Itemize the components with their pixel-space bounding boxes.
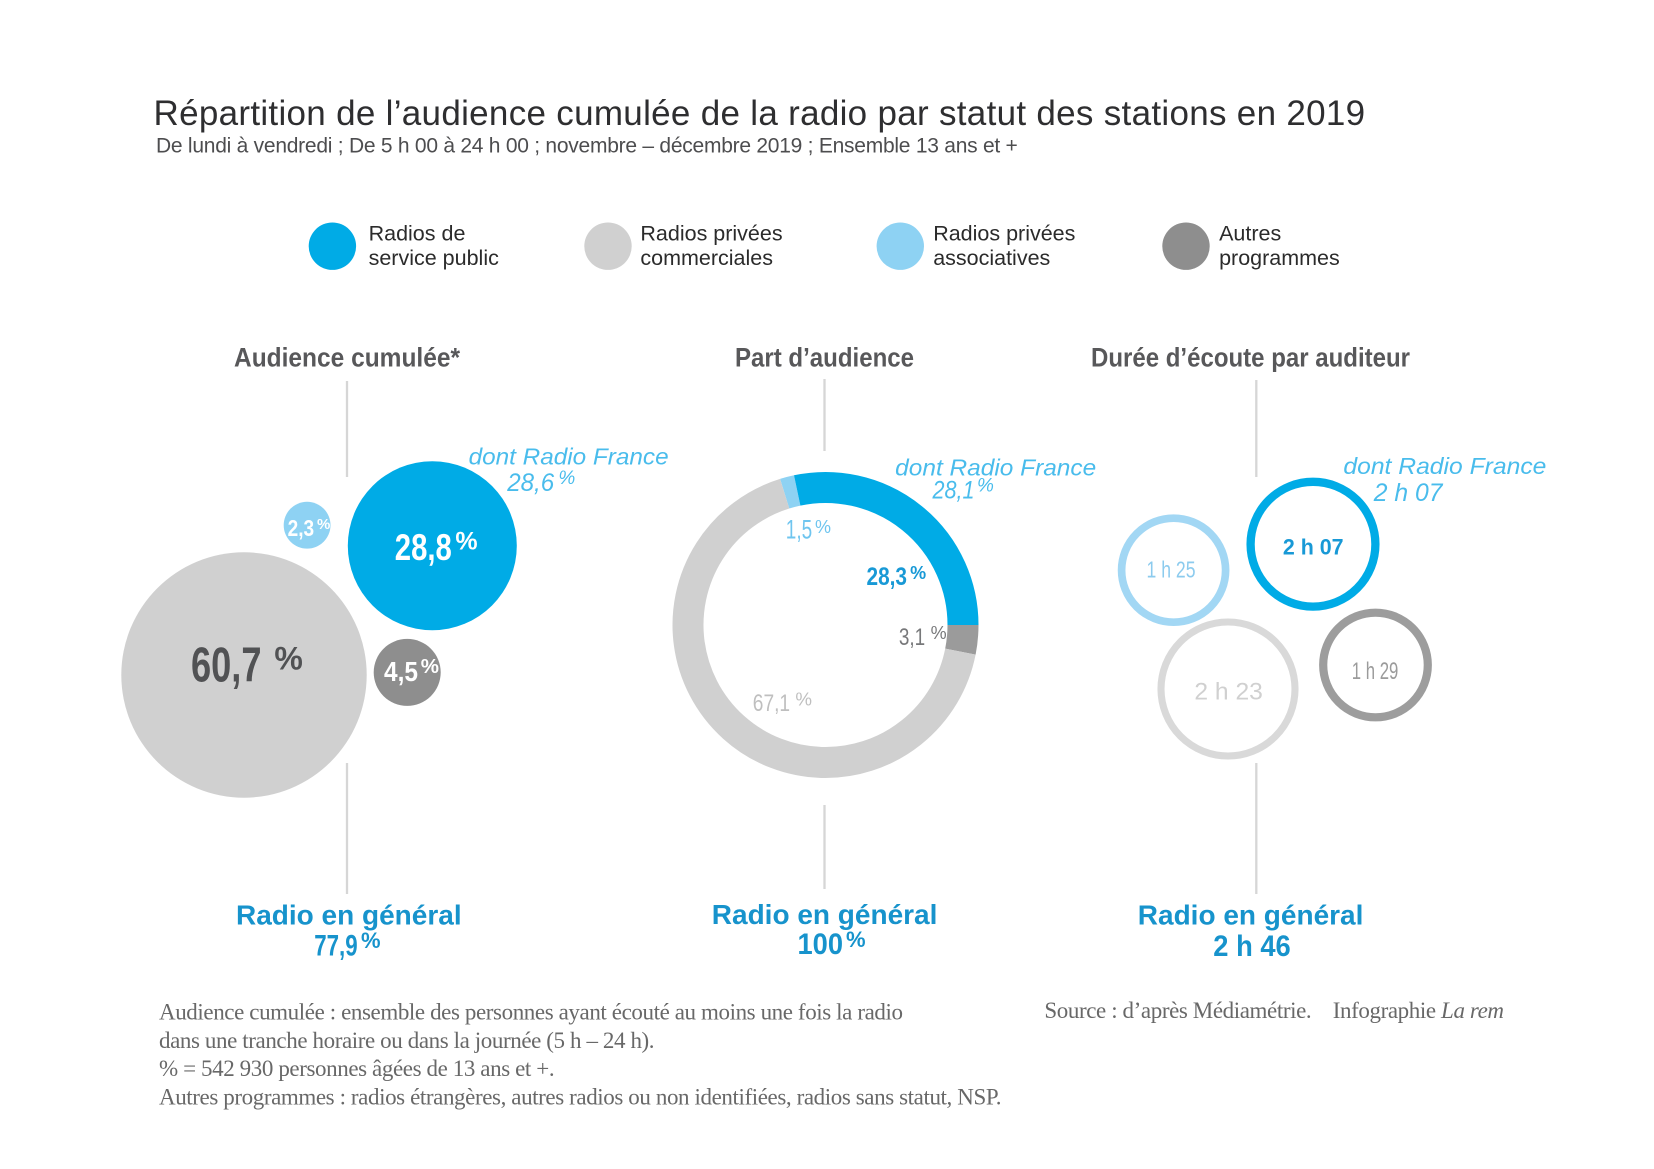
svg-text:Radio en général: Radio en général bbox=[712, 899, 938, 930]
svg-text:28,6: 28,6 bbox=[506, 469, 554, 497]
svg-text:Radio en général: Radio en général bbox=[236, 900, 462, 931]
svg-text:dont Radio France: dont Radio France bbox=[895, 455, 1096, 481]
svg-text:100: 100 bbox=[798, 928, 844, 961]
svg-text:%: % bbox=[931, 623, 947, 643]
svg-text:commerciales: commerciales bbox=[640, 246, 773, 270]
svg-text:%: % bbox=[558, 468, 575, 489]
svg-text:Durée d’écoute par auditeur: Durée d’écoute par auditeur bbox=[1091, 343, 1410, 373]
svg-text:De lundi à vendredi ; De 5 h 0: De lundi à vendredi ; De 5 h 00 à 24 h 0… bbox=[156, 135, 1018, 158]
svg-text:Part d’audience: Part d’audience bbox=[735, 343, 914, 373]
svg-text:28,1: 28,1 bbox=[932, 477, 975, 505]
svg-text:Autres programmes : radios étr: Autres programmes : radios étrangères, a… bbox=[159, 1084, 1001, 1109]
svg-text:%: % bbox=[421, 655, 439, 678]
svg-text:1,5: 1,5 bbox=[786, 515, 812, 545]
svg-text:Infographie La rem: Infographie La rem bbox=[1333, 998, 1504, 1023]
svg-text:%: % bbox=[815, 517, 831, 537]
svg-text:2 h 07: 2 h 07 bbox=[1283, 534, 1344, 559]
svg-text:dans une tranche horaire ou da: dans une tranche horaire ou dans la jour… bbox=[159, 1028, 654, 1053]
svg-text:dont Radio France: dont Radio France bbox=[1343, 453, 1546, 479]
svg-text:%: % bbox=[361, 928, 381, 953]
svg-text:2 h 46: 2 h 46 bbox=[1213, 930, 1290, 963]
svg-text:Audience cumulée*: Audience cumulée* bbox=[234, 343, 461, 373]
svg-text:67,1: 67,1 bbox=[753, 691, 790, 717]
svg-text:2 h 23: 2 h 23 bbox=[1194, 679, 1263, 706]
svg-text:Autres: Autres bbox=[1219, 221, 1281, 245]
svg-text:%: % bbox=[317, 516, 330, 533]
svg-text:28,3: 28,3 bbox=[867, 564, 908, 591]
svg-text:%: % bbox=[274, 640, 302, 676]
svg-text:%: % bbox=[795, 688, 812, 709]
svg-text:60,7: 60,7 bbox=[191, 639, 262, 693]
svg-text:programmes: programmes bbox=[1219, 246, 1340, 270]
svg-text:%: % bbox=[846, 927, 866, 952]
svg-text:4,5: 4,5 bbox=[384, 656, 418, 687]
svg-text:%: % bbox=[455, 528, 477, 556]
svg-text:2,3: 2,3 bbox=[288, 515, 315, 541]
svg-text:2 h 07: 2 h 07 bbox=[1373, 479, 1444, 507]
svg-text:3,1: 3,1 bbox=[899, 624, 925, 651]
svg-text:%: % bbox=[977, 476, 994, 497]
svg-text:Radio en général: Radio en général bbox=[1138, 900, 1364, 931]
svg-text:Radios privées: Radios privées bbox=[933, 221, 1075, 245]
svg-text:Répartition de l’audience cumu: Répartition de l’audience cumulée de la … bbox=[154, 94, 1366, 133]
svg-text:associatives: associatives bbox=[933, 246, 1050, 270]
svg-text:1 h 25: 1 h 25 bbox=[1147, 557, 1196, 583]
svg-text:Source : d’après Médiamétrie.: Source : d’après Médiamétrie. bbox=[1044, 998, 1311, 1023]
svg-text:Audience cumulée : ensemble de: Audience cumulée : ensemble des personne… bbox=[159, 1000, 903, 1025]
svg-text:dont Radio France: dont Radio France bbox=[469, 444, 669, 470]
svg-text:service public: service public bbox=[369, 246, 499, 270]
svg-text:1 h 29: 1 h 29 bbox=[1352, 658, 1399, 685]
svg-text:28,8: 28,8 bbox=[395, 527, 452, 568]
svg-text:Radios de: Radios de bbox=[369, 221, 466, 245]
svg-text:% = 542 930 personnes âgées de: % = 542 930 personnes âgées de 13 ans et… bbox=[159, 1056, 554, 1081]
svg-text:77,9: 77,9 bbox=[314, 929, 357, 962]
svg-text:Radios privées: Radios privées bbox=[640, 221, 782, 245]
svg-text:%: % bbox=[910, 563, 926, 583]
